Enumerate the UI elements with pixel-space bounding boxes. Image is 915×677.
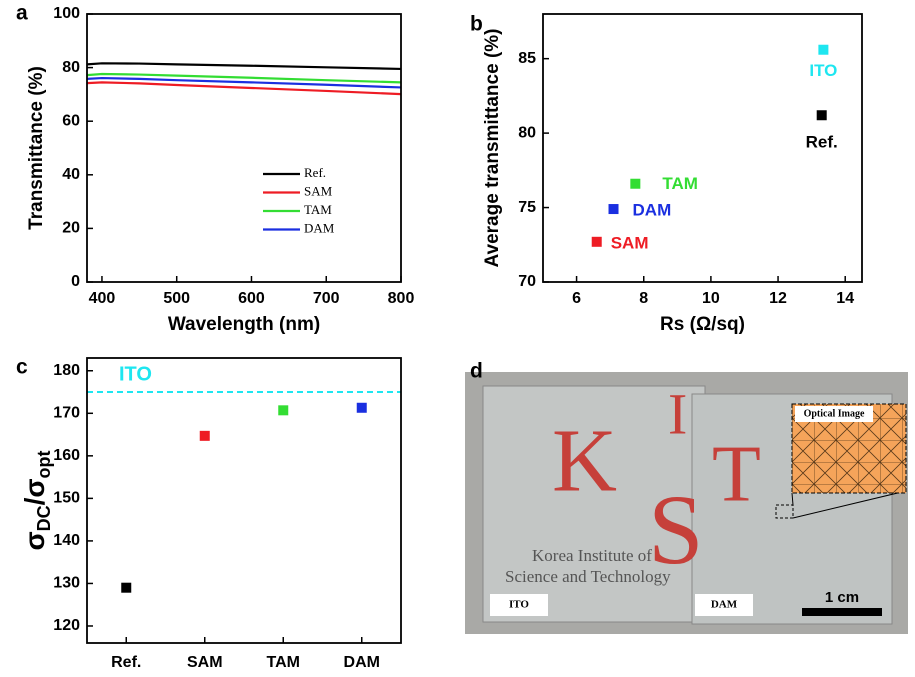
logo-caption: Science and Technology xyxy=(505,567,671,586)
x-tick-label: 12 xyxy=(769,290,787,307)
y-tick-label: 140 xyxy=(53,532,80,549)
y-tick-label: 75 xyxy=(518,199,536,216)
label-box xyxy=(695,594,753,616)
x-tick-label: 10 xyxy=(702,290,720,307)
point-label: ITO xyxy=(809,61,837,80)
x-axis-label: Wavelength (nm) xyxy=(168,314,320,335)
y-tick-label: 80 xyxy=(62,59,80,76)
point xyxy=(356,402,367,413)
legend-label: DAM xyxy=(304,220,335,235)
reference-label: ITO xyxy=(119,363,152,385)
legend-label: Ref. xyxy=(304,165,326,180)
zoom-line xyxy=(791,490,907,519)
logo-letter: T xyxy=(712,430,761,518)
line xyxy=(86,72,402,84)
x-axis-label: Rs (Ω/sq) xyxy=(660,314,745,335)
y-tick-label: 80 xyxy=(518,124,536,141)
y-tick-label: 170 xyxy=(53,405,80,422)
x-tick-label: SAM xyxy=(187,654,223,671)
y-axis-label: Average transmittance (%) xyxy=(482,29,503,268)
logo-letter: S xyxy=(648,474,704,585)
logo-letter: K xyxy=(552,412,617,511)
y-axis-label-part: opt xyxy=(34,450,54,478)
y-axis-label: σDC/σopt xyxy=(19,450,53,550)
point xyxy=(816,110,827,121)
panel-label: c xyxy=(16,356,28,379)
glass-ito xyxy=(482,385,706,623)
point-label: SAM xyxy=(611,233,649,252)
x-tick-label: 600 xyxy=(238,290,265,307)
line xyxy=(86,76,402,89)
x-tick-label: 400 xyxy=(89,290,116,307)
line xyxy=(86,81,402,96)
legend-label: SAM xyxy=(304,183,333,198)
panel-label: a xyxy=(16,2,28,25)
x-tick-label: 14 xyxy=(836,290,854,307)
point xyxy=(199,430,210,441)
x-tick-label: DAM xyxy=(344,654,380,671)
point xyxy=(630,178,641,189)
y-tick-label: 70 xyxy=(518,273,536,290)
panel-label: d xyxy=(470,360,483,383)
y-axis-label-part: DC xyxy=(34,505,54,531)
x-tick-label: 8 xyxy=(639,290,648,307)
y-axis-label: Transmittance (%) xyxy=(26,66,47,230)
logo-caption: Korea Institute of xyxy=(532,546,652,565)
point xyxy=(121,582,132,593)
y-tick-label: 180 xyxy=(53,362,80,379)
line xyxy=(86,62,402,71)
scale-label: 1 cm xyxy=(825,589,859,606)
y-tick-label: 100 xyxy=(53,5,80,22)
y-tick-label: 20 xyxy=(62,220,80,237)
photo-label: DAM xyxy=(711,599,738,611)
y-tick-label: 85 xyxy=(518,50,536,67)
inset-title-box xyxy=(795,406,873,422)
x-tick-label: 500 xyxy=(163,290,190,307)
point xyxy=(591,236,602,247)
x-tick-label: 800 xyxy=(388,290,415,307)
point-label: Ref. xyxy=(806,133,838,152)
y-tick-label: 160 xyxy=(53,447,80,464)
point xyxy=(278,405,289,416)
panel-label: b xyxy=(470,13,483,36)
y-tick-label: 150 xyxy=(53,490,80,507)
plot-frame xyxy=(542,13,863,283)
legend-label: TAM xyxy=(304,202,332,217)
y-tick-label: 130 xyxy=(53,575,80,592)
y-tick-label: 60 xyxy=(62,112,80,129)
y-axis-label-part: σ xyxy=(19,531,50,550)
y-tick-label: 120 xyxy=(53,617,80,634)
photo-label: ITO xyxy=(509,599,529,611)
scale-bar xyxy=(802,608,882,616)
x-tick-label: 700 xyxy=(313,290,340,307)
x-tick-label: Ref. xyxy=(111,654,141,671)
point xyxy=(608,204,619,215)
photo: K I S T Korea Institute of Science and T… xyxy=(465,372,908,634)
x-tick-label: TAM xyxy=(267,654,300,671)
point-label: TAM xyxy=(662,174,698,193)
y-tick-label: 0 xyxy=(71,273,80,290)
plot-frame xyxy=(86,357,402,644)
y-axis-label-part: /σ xyxy=(19,478,50,505)
inset-title: Optical Image xyxy=(804,408,865,419)
label-box xyxy=(490,594,548,616)
logo-letter: I xyxy=(668,381,687,446)
point-label: DAM xyxy=(633,201,672,220)
point xyxy=(818,44,829,55)
y-tick-label: 40 xyxy=(62,166,80,183)
x-tick-label: 6 xyxy=(572,290,581,307)
plot-frame xyxy=(86,13,402,283)
